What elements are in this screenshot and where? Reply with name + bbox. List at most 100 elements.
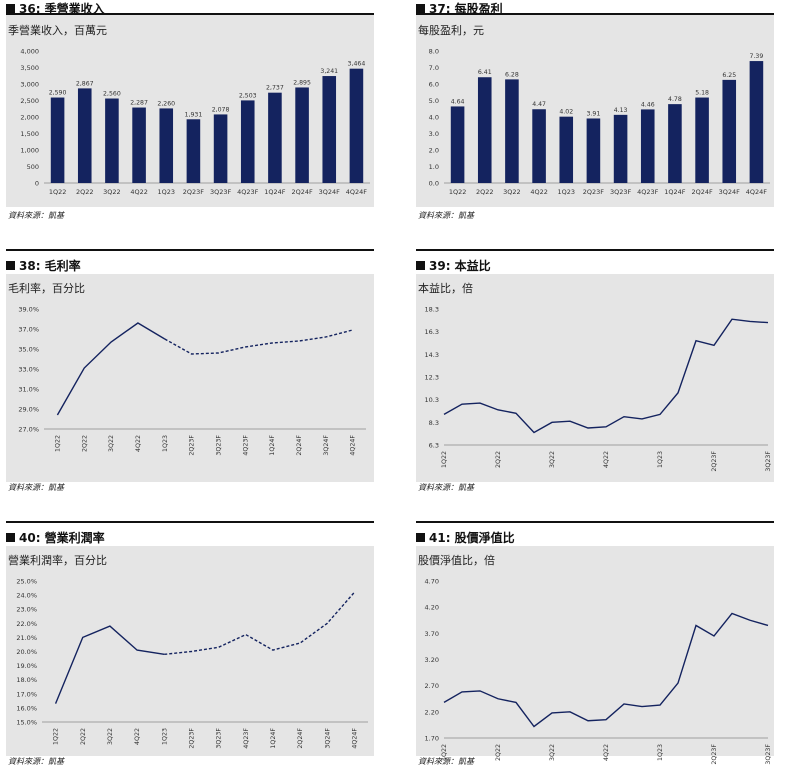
data-label: 4.47 (532, 101, 546, 108)
y-tick-label: 2,000 (20, 114, 39, 122)
y-tick-label: 12.3 (425, 374, 439, 382)
title-square-icon (6, 260, 15, 270)
x-tick-label: 2Q23F (711, 451, 718, 472)
data-label: 3,241 (320, 68, 338, 75)
x-tick-label: 2Q22 (76, 188, 94, 196)
x-tick-label: 1Q22 (53, 728, 60, 745)
x-tick-label: 4Q24F (350, 435, 357, 456)
x-tick-label: 1Q23 (657, 744, 664, 761)
x-tick-label: 1Q22 (441, 451, 448, 468)
y-tick-label: 8.0 (429, 48, 439, 56)
chart-title: 37: 每股盈利 (416, 0, 503, 16)
x-tick-label: 1Q22 (449, 188, 467, 196)
y-tick-label: 4.0 (429, 114, 439, 122)
y-tick-label: 20.0% (16, 648, 37, 656)
gross-margin-line-chart: 27.0% 29.0% 31.0% 33.0% 35.0% 37.0% 39.0% 1Q22 2… (18, 306, 366, 456)
x-tick-label: 4Q24F (346, 188, 368, 196)
y-tick-label: 18.3 (425, 306, 439, 314)
y-tick-label: 33.0% (18, 366, 39, 374)
bar (105, 98, 119, 183)
x-tick-label: 3Q22 (549, 451, 556, 468)
x-tick-label: 3Q23F (210, 188, 232, 196)
y-tick-label: 5.0 (429, 97, 439, 105)
bar (505, 79, 519, 183)
bar (559, 116, 574, 183)
x-tick-label: 2Q23F (188, 728, 195, 749)
chart-background (6, 274, 374, 482)
x-tick-label: 1Q24F (264, 188, 286, 196)
y-tick-label: 27.0% (18, 426, 39, 434)
series-line (443, 318, 769, 434)
x-tick-label: 3Q22 (107, 728, 114, 745)
chart-title: 39: 本益比 (416, 257, 491, 273)
x-tick-label: 4Q23F (243, 728, 250, 749)
data-label: 2,287 (130, 100, 148, 107)
chart-subtitle: 股價淨值比，倍 (418, 554, 495, 567)
x-tick-label: 2Q23F (189, 435, 196, 456)
title-rule (416, 521, 774, 523)
series-line-forecast (164, 329, 353, 355)
y-tick-label: 6.3 (429, 442, 439, 450)
y-tick-label: 19.0% (16, 662, 37, 670)
data-label: 6.41 (478, 69, 492, 76)
x-tick-label: 4Q23F (242, 435, 249, 456)
chart-subtitle: 毛利率，百分比 (8, 282, 85, 295)
title-square-icon (416, 532, 425, 542)
x-tick-label: 1Q22 (441, 744, 448, 761)
data-label: 1,931 (185, 111, 203, 118)
y-tick-label: 4,000 (20, 48, 39, 56)
y-tick-label: 1.0 (429, 163, 439, 171)
y-tick-label: 3,000 (20, 81, 39, 89)
bar (240, 100, 255, 183)
x-tick-label: 4Q22 (134, 728, 141, 745)
x-tick-label: 3Q22 (503, 188, 521, 196)
eps-bar-chart: 0.0 1.0 2.0 3.0 4.0 5.0 6.0 7.0 8.0 4.64 1Q22 6.41 2… (429, 48, 770, 196)
y-tick-label: 0.0 (429, 180, 439, 188)
x-tick-label: 4Q24F (351, 728, 358, 749)
series-line-actual (54, 625, 165, 704)
data-label: 3,464 (348, 61, 366, 68)
x-tick-label: 2Q22 (495, 451, 502, 468)
y-tick-label: 31.0% (18, 386, 39, 394)
series-line-forecast (164, 591, 355, 656)
y-tick-label: 3.0 (429, 130, 439, 138)
data-label: 6.25 (722, 72, 736, 79)
y-tick-label: 17.0% (16, 690, 37, 698)
y-tick-label: 29.0% (18, 406, 39, 414)
title-rule (416, 13, 774, 15)
x-tick-label: 1Q23 (162, 435, 169, 452)
title-rule (6, 521, 374, 523)
y-tick-label: 18.0% (16, 676, 37, 684)
x-tick-label: 2Q23F (711, 744, 718, 765)
x-tick-label: 1Q24F (270, 728, 277, 749)
bar (640, 109, 655, 183)
x-tick-label: 2Q24F (297, 728, 304, 749)
data-label: 2,260 (157, 100, 175, 107)
x-tick-label: 2Q23F (183, 188, 205, 196)
bar (50, 97, 65, 183)
data-label: 2,867 (76, 80, 94, 87)
panel-revenue: 36: 季營業收入 季營業收入，百萬元 0 500 1,000 1,500 2,000 2… (6, 0, 374, 222)
x-tick-label: 3Q24F (719, 188, 741, 196)
x-tick-label: 3Q23F (216, 728, 223, 749)
x-tick-label: 1Q23 (157, 188, 175, 196)
y-tick-label: 1,500 (20, 130, 39, 138)
x-tick-label: 1Q24F (664, 188, 686, 196)
bar (322, 76, 337, 183)
bar (159, 108, 174, 183)
x-tick-label: 3Q24F (324, 728, 331, 749)
y-tick-label: 0 (35, 180, 39, 188)
y-tick-label: 8.3 (429, 419, 439, 427)
x-tick-label: 4Q22 (603, 744, 610, 761)
x-tick-label: 1Q22 (49, 188, 67, 196)
x-tick-label: 3Q23F (765, 744, 772, 765)
bar (295, 87, 309, 183)
x-tick-label: 1Q24F (269, 435, 276, 456)
bar (695, 97, 709, 183)
title-square-icon (416, 3, 425, 13)
x-tick-label: 1Q23 (657, 451, 664, 468)
x-tick-label: 4Q22 (130, 188, 148, 196)
bar (186, 119, 201, 183)
x-tick-label: 3Q23F (610, 188, 632, 196)
bar (749, 61, 764, 183)
